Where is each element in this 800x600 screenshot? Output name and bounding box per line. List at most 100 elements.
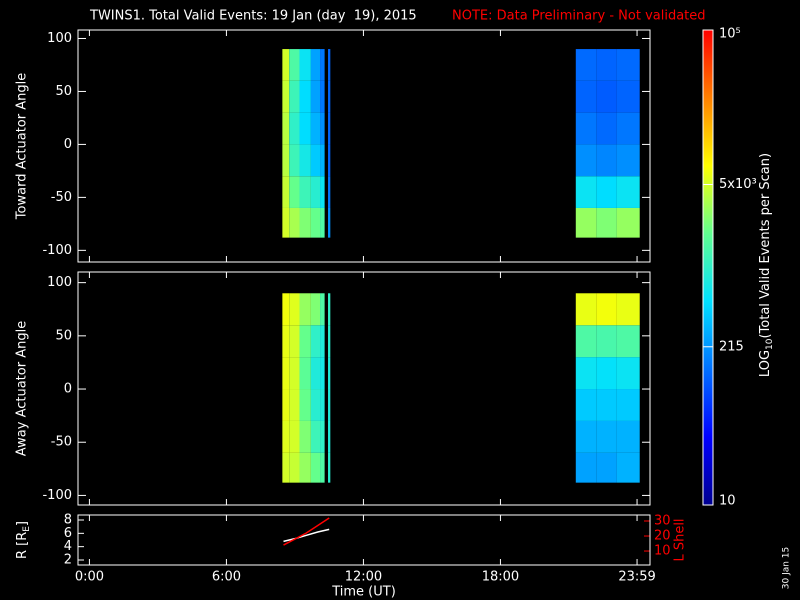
heatmap-cell — [299, 112, 311, 145]
x-tick-label: 23:59 — [618, 570, 655, 585]
y2-tick-label: 20 — [654, 529, 671, 544]
heatmap-cell — [299, 176, 311, 208]
heatmap-cell — [310, 293, 321, 326]
heatmap-cell — [282, 420, 290, 453]
heatmap-cell — [616, 389, 640, 421]
heatmap-cell — [289, 144, 300, 177]
heatmap-cell — [596, 49, 617, 81]
heatmap-cell — [282, 389, 290, 421]
heatmap-cell — [299, 357, 311, 390]
heatmap-cell — [310, 49, 321, 81]
heatmap-cell — [575, 49, 597, 81]
heatmap-cell — [575, 144, 597, 177]
heatmap-cell — [299, 452, 311, 483]
heatmap-cell — [320, 420, 325, 453]
heatmap-cell — [320, 144, 325, 177]
heatmap-cell — [616, 325, 640, 358]
heatmap-cell — [310, 80, 321, 113]
heatmap-cell — [310, 420, 321, 453]
heatmap-cell — [282, 144, 290, 177]
heatmap-cell — [575, 80, 597, 113]
panel-frame — [77, 271, 651, 506]
x-tick-label: 18:00 — [482, 570, 519, 585]
heatmap-cell — [299, 144, 311, 177]
y-tick-label: 8 — [64, 513, 72, 528]
heatmap-cell — [616, 112, 640, 145]
panel-frame — [77, 29, 651, 263]
heatmap-cell — [320, 176, 325, 208]
heatmap-cell — [328, 144, 331, 177]
heatmap-cell — [320, 325, 325, 358]
heatmap-cell — [310, 389, 321, 421]
y-tick-label: 100 — [47, 275, 72, 290]
heatmap-cell — [289, 176, 300, 208]
heatmap-cell — [299, 49, 311, 81]
heatmap-cell — [575, 325, 597, 358]
heatmap-cell — [616, 144, 640, 177]
heatmap-cell — [310, 112, 321, 145]
heatmap-cell — [328, 176, 331, 208]
heatmap-cell — [328, 420, 331, 453]
heatmap-cell — [616, 49, 640, 81]
y-tick-label: 2 — [64, 553, 72, 568]
heatmap-cell — [289, 80, 300, 113]
y-axis-label: Away Actuator Angle — [15, 321, 30, 456]
heatmap-cell — [328, 207, 331, 238]
heatmap-cell — [310, 357, 321, 390]
heatmap-cell — [596, 357, 617, 390]
heatmap-cell — [328, 325, 331, 358]
y-tick-label: 50 — [55, 84, 72, 99]
heatmap-cell — [299, 325, 311, 358]
heatmap-cell — [282, 49, 290, 81]
heatmap-cell — [328, 389, 331, 421]
colorbar — [702, 29, 714, 506]
heatmap-cell — [575, 420, 597, 453]
heatmap-cell — [328, 112, 331, 145]
heatmap-cell — [596, 112, 617, 145]
heatmap-cell — [289, 420, 300, 453]
heatmap-cell — [289, 325, 300, 358]
heatmap-cell — [616, 420, 640, 453]
heatmap-cell — [289, 112, 300, 145]
heatmap-cell — [575, 293, 597, 326]
heatmap-cell — [320, 49, 325, 81]
y2-tick-label: 10 — [654, 544, 671, 559]
heatmap-cell — [616, 176, 640, 208]
chart-title: TWINS1. Total Valid Events: 19 Jan (day … — [89, 9, 417, 24]
heatmap-cell — [289, 389, 300, 421]
x-tick-label: 6:00 — [212, 570, 241, 585]
heatmap-cell — [299, 420, 311, 453]
heatmap-cell — [310, 452, 321, 483]
colorbar-tick-label: 5x10³ — [719, 177, 757, 192]
y-tick-label: -100 — [42, 243, 72, 258]
heatmap-cell — [310, 144, 321, 177]
y-tick-label: -50 — [51, 190, 72, 205]
heatmap-cell — [596, 389, 617, 421]
heatmap-cell — [596, 293, 617, 326]
heatmap-cell — [575, 207, 597, 238]
heatmap-cell — [328, 452, 331, 483]
heatmap-cell — [596, 207, 617, 238]
heatmap-cell — [289, 49, 300, 81]
heatmap-cell — [282, 207, 290, 238]
x-tick-label: 0:00 — [75, 570, 104, 585]
colorbar-label: LOG10(Total Valid Events per Scan) — [758, 153, 775, 377]
y-tick-label: 0 — [64, 137, 72, 152]
heatmap-cell — [596, 420, 617, 453]
y-tick-label: 100 — [47, 31, 72, 46]
heatmap-cell — [328, 293, 331, 326]
heatmap-cell — [575, 452, 597, 483]
colorbar-tick-label: 10 — [719, 494, 736, 509]
y2-tick-label: 30 — [654, 514, 671, 529]
y-tick-label: 6 — [64, 526, 72, 541]
heatmap-cell — [320, 389, 325, 421]
y-tick-label: 50 — [55, 328, 72, 343]
heatmap-cell — [616, 207, 640, 238]
heatmap-cell — [282, 325, 290, 358]
colorbar-tick-label: 10⁵ — [719, 27, 741, 42]
y-axis-label-part: R [R — [15, 532, 30, 559]
colorbar-label-part: LOG — [758, 350, 773, 377]
y-axis-label-part: ] — [15, 521, 30, 526]
